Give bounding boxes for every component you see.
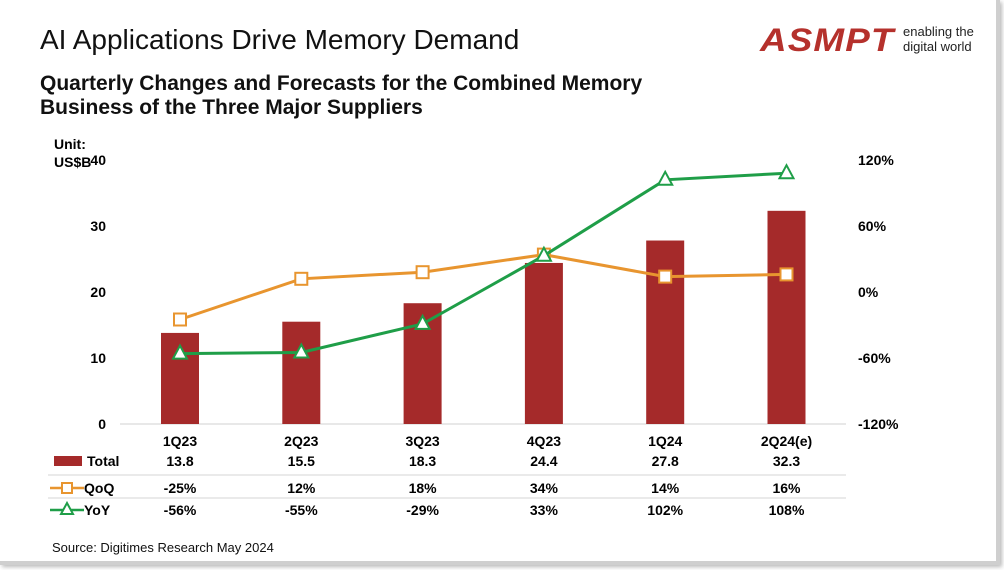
legend-marker-yoy [59,500,75,515]
line-yoy [179,171,787,356]
data-label-total: 18.3 [409,453,436,469]
data-label-qoq: 18% [409,480,438,496]
legend-label-qoq: QoQ [84,480,114,496]
x-tick-label: 2Q24(e) [761,433,812,449]
y-left-tick-label: 40 [90,152,106,168]
marker-yoy [777,163,796,180]
legend-label-total: Total [87,453,119,469]
logo-tagline-2: digital world [903,39,972,54]
data-label-total: 32.3 [773,453,800,469]
x-tick-label: 4Q23 [527,433,561,449]
y-left-tick-label: 20 [90,284,106,300]
data-label-yoy: 33% [530,502,559,518]
marker-yoy [656,169,674,186]
x-tick-label: 3Q23 [405,433,439,449]
y-right-tick-label: -120% [858,416,899,432]
y-left-tick-label: 30 [90,218,106,234]
data-label-yoy: 108% [769,502,805,518]
data-label-yoy: -29% [406,502,439,518]
y-left-tick-label: 0 [98,416,106,432]
data-label-total: 15.5 [288,453,315,469]
legend-marker-qoq [61,482,73,494]
x-tick-label: 2Q23 [284,433,318,449]
bar-total [646,240,685,424]
bar-total [524,262,563,424]
data-label-yoy: -56% [164,502,197,518]
line-qoq [179,253,787,321]
marker-yoy [413,313,432,330]
y-left-tick-label: 10 [90,350,106,366]
data-label-total: 13.8 [166,453,193,469]
logo-tagline-1: enabling the [903,24,974,39]
legend-swatch-total [54,456,82,466]
logo-wordmark: ASMPT [760,22,895,58]
marker-qoq [415,265,430,280]
logo-tagline: enabling the digital world [903,24,983,54]
marker-qoq [779,267,794,282]
x-tick-label: 1Q23 [163,433,197,449]
data-label-qoq: 14% [651,480,680,496]
data-label-total: 24.4 [530,453,557,469]
data-label-yoy: 102% [647,502,683,518]
marker-qoq [173,312,187,327]
data-label-qoq: -25% [164,480,197,496]
marker-yoy [535,245,553,262]
data-label-qoq: 16% [772,480,801,496]
marker-yoy [171,343,189,360]
data-label-qoq: 12% [287,480,316,496]
y-right-tick-label: 120% [858,152,894,168]
source-note: Source: Digitimes Research May 2024 [52,540,274,555]
unit-label: Unit: US$B [54,135,91,171]
marker-qoq [658,269,673,284]
unit-label-2: US$B [54,154,92,170]
x-tick-label: 1Q24 [648,433,682,449]
marker-qoq [294,271,309,286]
data-label-yoy: -55% [285,502,318,518]
y-right-tick-label: 0% [858,284,879,300]
marker-yoy [292,342,310,359]
asmpt-logo: ASMPT enabling the digital world [760,22,974,59]
unit-label-1: Unit: [54,136,86,152]
bar-total [767,210,806,424]
data-label-total: 27.8 [652,453,679,469]
legend-label-yoy: YoY [84,502,111,518]
page-title: AI Applications Drive Memory Demand [40,24,520,55]
y-right-tick-label: 60% [858,218,887,234]
bar-total [282,321,321,424]
chart-subtitle: Quarterly Changes and Forecasts for the … [40,72,643,119]
y-right-tick-label: -60% [858,350,891,366]
data-label-qoq: 34% [530,480,559,496]
